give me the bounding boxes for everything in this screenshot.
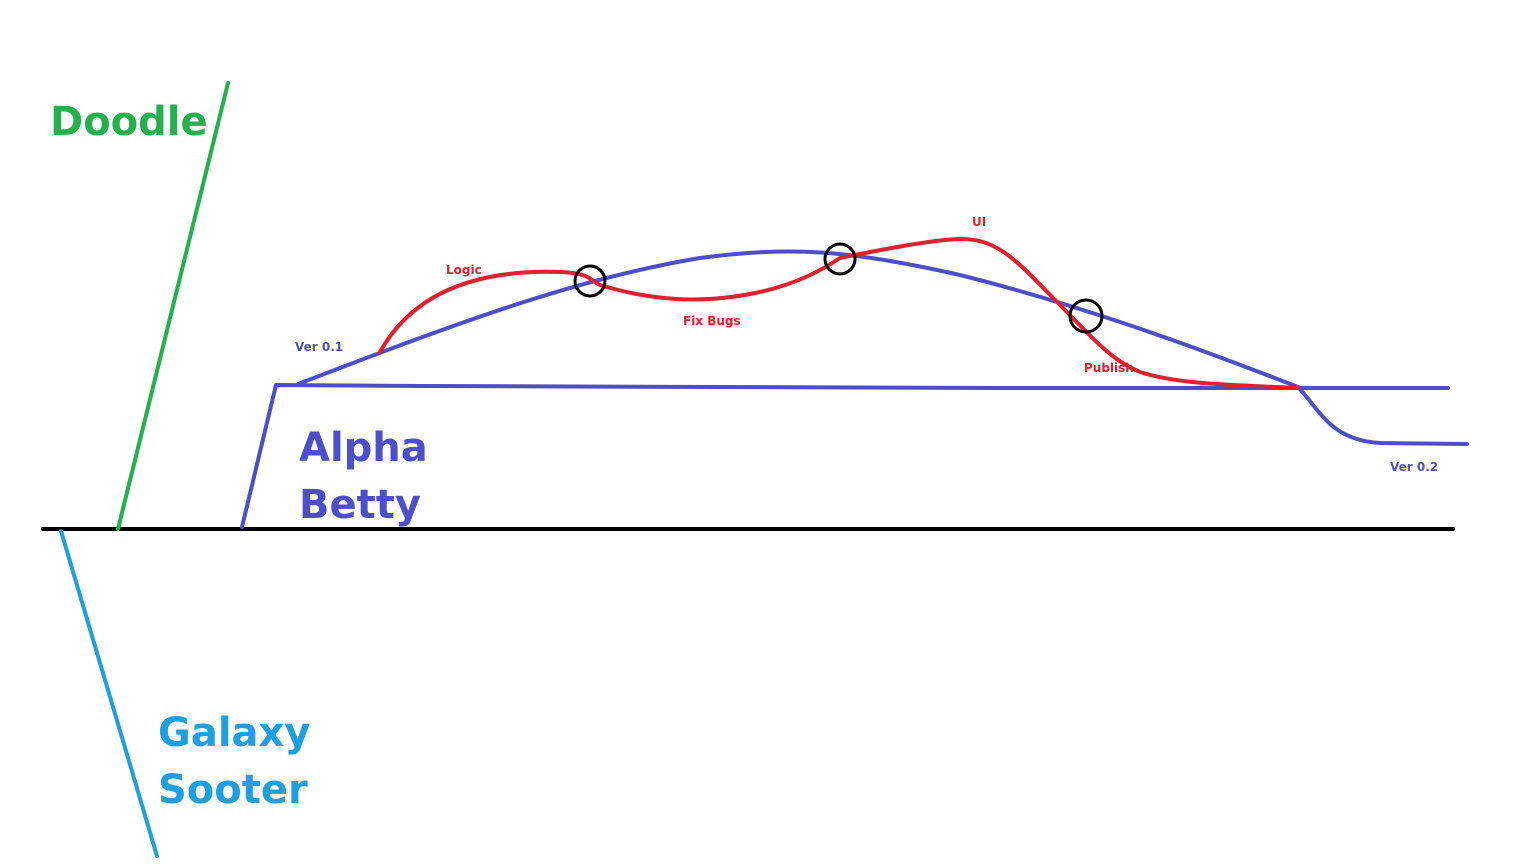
checkpoint-circle: [1068, 298, 1104, 334]
task-progress-path: [378, 236, 1300, 390]
ver-02-drop-line: [1296, 385, 1469, 446]
task-label-publish: Publish: [1084, 361, 1134, 375]
alpha-betty-label-line1: Alpha: [299, 425, 428, 471]
task-label-ui: UI: [972, 215, 986, 229]
alpha-betty-label-line2: Betty: [299, 482, 421, 528]
checkpoint-circle: [823, 242, 857, 276]
task-label-logic: Logic: [446, 263, 482, 277]
alpha-betty-version-arc: [296, 249, 1300, 389]
version-label-01: Ver 0.1: [295, 340, 343, 354]
galaxy-sooter-label-line2: Sooter: [158, 767, 308, 813]
galaxy-sooter-branch-line: [59, 529, 159, 858]
task-label-fix-bugs: Fix Bugs: [683, 314, 741, 328]
doodle-branch-line: [116, 81, 230, 531]
version-label-02: Ver 0.2: [1390, 460, 1438, 474]
doodle-label: Doodle: [50, 99, 208, 145]
checkpoint-circle: [573, 264, 607, 298]
galaxy-sooter-label-line1: Galaxy: [158, 710, 310, 756]
